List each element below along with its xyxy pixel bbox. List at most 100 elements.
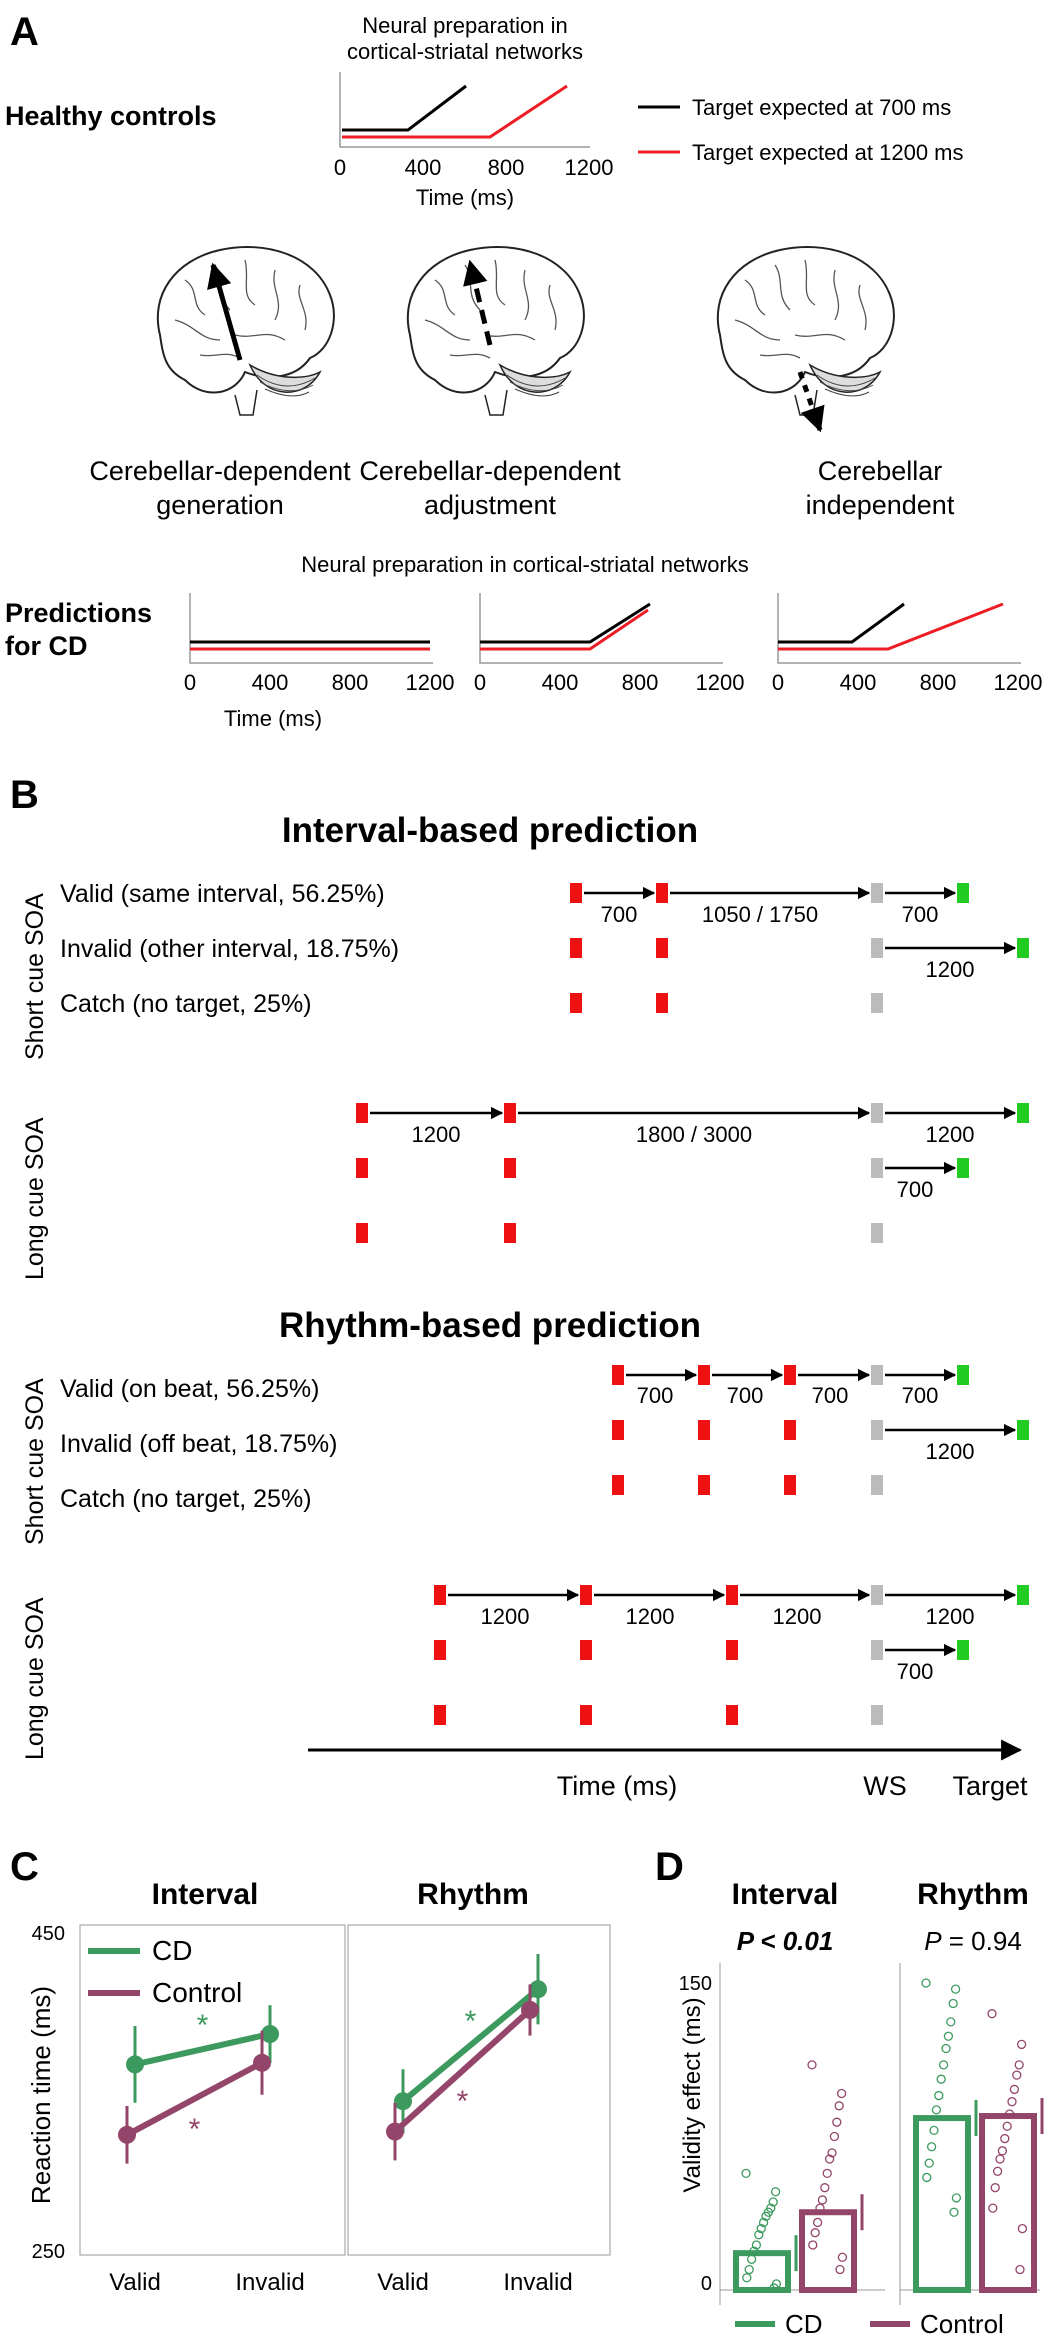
d-subject-dot [758, 2217, 769, 2228]
cue-marker [656, 883, 668, 903]
target-label: Target [952, 1771, 1028, 1801]
interval-duration-label: 700 [897, 1177, 934, 1202]
prediction-xtick: 0 [474, 670, 486, 695]
c-significance-star: * [189, 2113, 201, 2146]
top-xtick: 1200 [565, 155, 614, 180]
cue-marker [504, 1158, 516, 1178]
cue-marker [784, 1475, 796, 1495]
d-subject-dot [943, 2031, 954, 2041]
legend-label-1200: Target expected at 1200 ms [692, 140, 964, 165]
top-line-700 [342, 84, 467, 132]
rhythm-row-invalid: Invalid (off beat, 18.75%) [60, 1430, 338, 1458]
d-subject-dot [744, 2264, 754, 2275]
d-p-rhythm-value: = 0.94 [942, 1926, 1022, 1956]
prediction-xtick: 400 [840, 670, 877, 695]
rhythm-row-valid: Valid (on beat, 56.25%) [60, 1375, 319, 1403]
time-axis-label: Time (ms) [557, 1771, 677, 1801]
c-point-cd [529, 1980, 547, 1999]
interval-row-valid: Valid (same interval, 56.25%) [60, 880, 385, 908]
d-subject-dot [1017, 2223, 1028, 2234]
d-subject-dot [949, 2207, 959, 2217]
d-subject-dot [742, 2273, 752, 2283]
d-subject-dot [1016, 2039, 1027, 2050]
d-subject-dot [768, 2197, 778, 2207]
cue-marker [612, 1475, 624, 1495]
prediction-xtick: 1200 [994, 670, 1043, 695]
prediction-chart-2: 0 400 800 1200 [474, 593, 744, 695]
rhythm-short-soa-label: Short cue SOA [21, 1378, 49, 1545]
d-subject-dot [948, 1998, 958, 2009]
interval-duration-label: 700 [812, 1383, 849, 1408]
warning-signal-marker [871, 1420, 883, 1440]
cue-marker [612, 1365, 624, 1385]
d-subject-dot [810, 2228, 820, 2238]
c-series-line-control [392, 2007, 533, 2134]
top-chart-title-line2: cortical-striatal networks [347, 39, 583, 64]
c-significance-star: * [457, 2085, 469, 2118]
warning-signal-marker [871, 883, 883, 903]
d-subject-dot [837, 2252, 848, 2262]
interval-duration-label: 700 [902, 1383, 939, 1408]
c-chart-frame [79, 1924, 346, 2256]
cue-marker [356, 1223, 368, 1243]
interval-duration-label: 700 [897, 1659, 934, 1684]
d-subject-dot [834, 2101, 844, 2111]
c-chart-frame [347, 1924, 611, 2256]
cue-marker [504, 1103, 516, 1123]
interval-duration-label: 1200 [926, 1122, 975, 1147]
d-subject-dot [756, 2223, 766, 2234]
c-point-cd [394, 2092, 412, 2111]
d-title-rhythm: Rhythm [917, 1878, 1029, 1911]
top-line-1200 [342, 84, 568, 139]
d-subject-dot [926, 2142, 937, 2152]
brainstem [794, 389, 818, 416]
interval-duration-label: 1050 / 1750 [702, 902, 818, 927]
d-subject-dot [946, 2017, 956, 2027]
d-subject-dot [751, 2240, 762, 2250]
interval-duration-label: 1200 [412, 1122, 461, 1147]
d-legend-cd-label: CD [785, 2309, 823, 2339]
predictions-xlabel: Time (ms) [224, 706, 322, 731]
c-legend: CD Control [88, 1935, 242, 2008]
cue-marker [656, 993, 668, 1013]
cue-marker [726, 1640, 738, 1660]
prediction-line-1200 [480, 608, 649, 651]
d-p-interval: P < 0.01 [737, 1926, 834, 1956]
predictions-label-line2: for CD [5, 631, 88, 661]
d-subject-dot [934, 2090, 944, 2101]
interval-long-soa-label: Long cue SOA [21, 1117, 49, 1280]
cue-marker [504, 1223, 516, 1243]
c-series-line-cd [134, 2031, 271, 2068]
d-subject-dot [995, 2154, 1005, 2164]
brainstem [234, 389, 258, 416]
warning-signal-marker [871, 938, 883, 958]
d-subject-dot [951, 2193, 962, 2203]
d-subject-dot [822, 2168, 832, 2178]
d-bar-cd [733, 2250, 791, 2293]
warning-signal-marker [871, 1475, 883, 1495]
interval-duration-label: 1200 [926, 1439, 975, 1464]
brain-dotted [716, 246, 895, 416]
interval-duration-label: 700 [727, 1383, 764, 1408]
warning-signal-marker [871, 1365, 883, 1385]
interval-duration-label: 700 [902, 902, 939, 927]
rhythm-long-soa-label: Long cue SOA [21, 1597, 49, 1760]
d-ylabel: Validity effect (ms) [679, 1997, 706, 2192]
d-subject-dot [769, 2283, 779, 2293]
d-subject-dot [950, 1984, 961, 1994]
cue-marker [698, 1365, 710, 1385]
brain-label-solid: generation [156, 490, 284, 520]
d-subject-dot [1007, 2097, 1017, 2107]
c-significance-star: * [465, 2005, 477, 2038]
cue-marker [434, 1640, 446, 1660]
cue-marker [580, 1640, 592, 1660]
brain-label-dotted: Cerebellar [818, 456, 943, 486]
d-chart-rhythm [899, 1963, 1044, 2305]
c-series-line-cd [401, 1986, 540, 2104]
d-subject-dot [812, 2217, 823, 2228]
cue-marker [570, 993, 582, 1013]
d-subject-dot [992, 2166, 1003, 2176]
c-title-rhythm: Rhythm [417, 1878, 529, 1911]
cerebellum-folia [256, 374, 316, 397]
interval-duration-label: 700 [601, 902, 638, 927]
